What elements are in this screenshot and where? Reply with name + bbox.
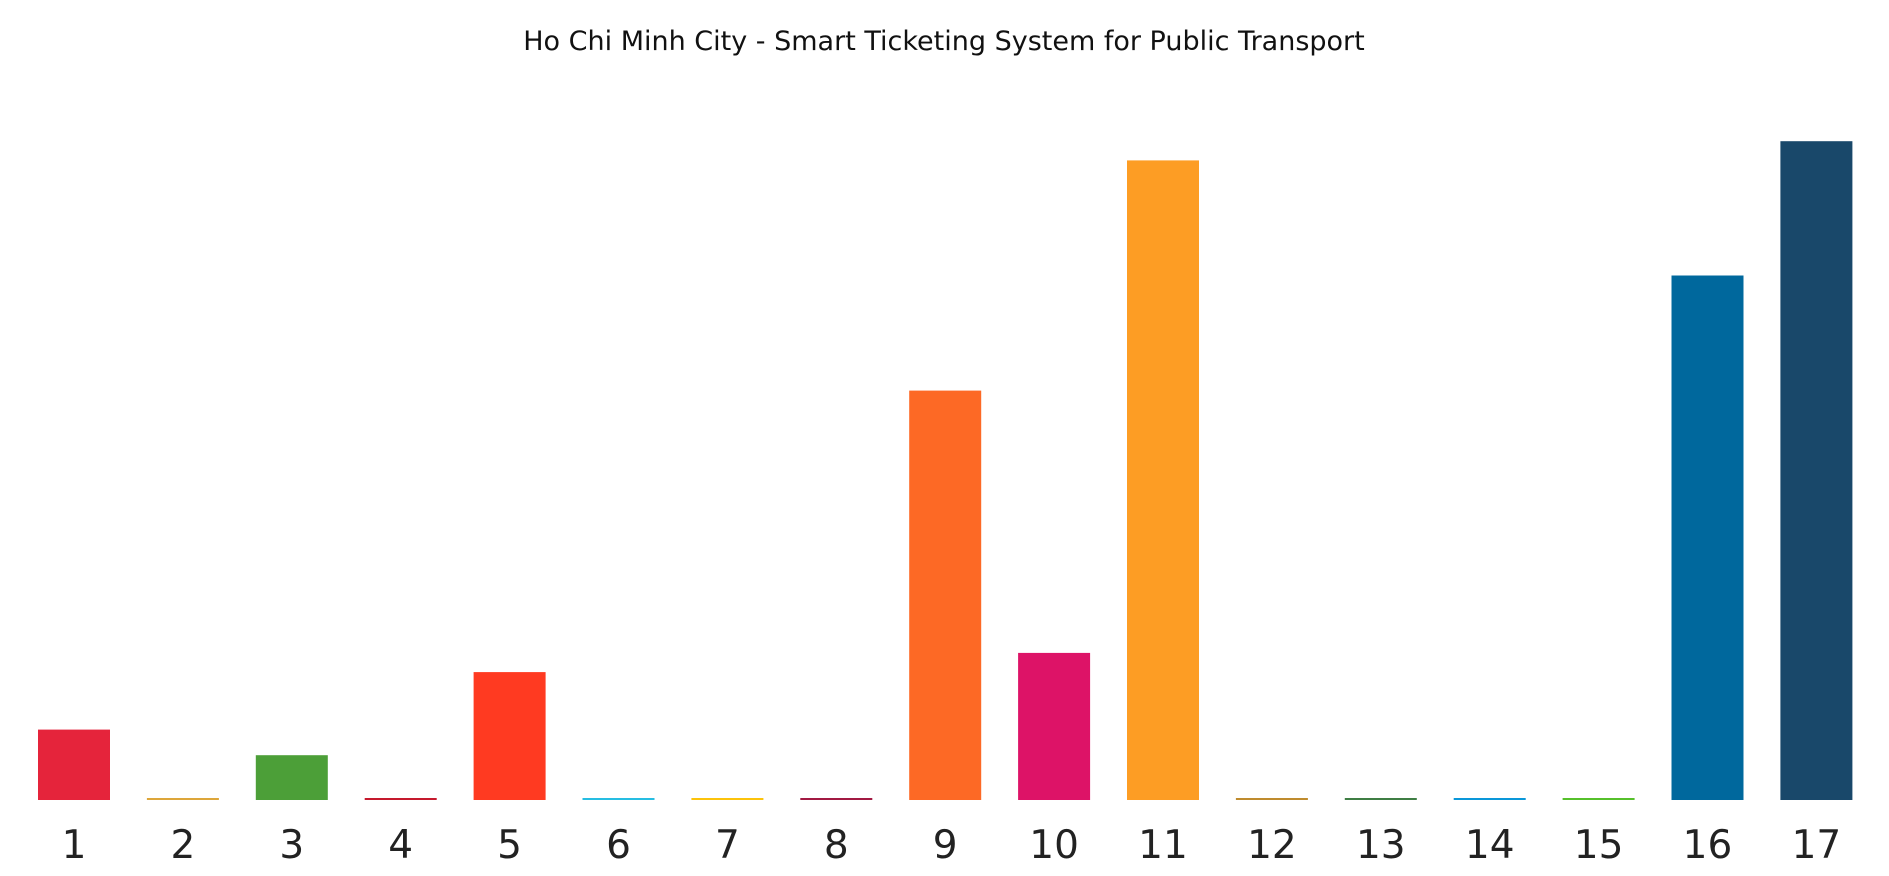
bar-16 [1671, 275, 1744, 800]
x-tick-label-17: 17 [1792, 823, 1842, 868]
x-tick-label-11: 11 [1138, 823, 1188, 868]
x-tick-label-10: 10 [1029, 823, 1079, 868]
x-tick-label-14: 14 [1465, 823, 1515, 868]
x-tick-label-16: 16 [1683, 823, 1733, 868]
bar-3 [255, 755, 328, 800]
bar-1 [38, 729, 110, 800]
bar-4 [364, 798, 437, 800]
bar-5 [473, 672, 546, 800]
bar-11 [1127, 160, 1199, 800]
x-tick-label-6: 6 [606, 823, 631, 868]
x-tick-label-4: 4 [388, 823, 413, 868]
x-tick-label-13: 13 [1356, 823, 1406, 868]
bar-9 [909, 390, 982, 800]
bar-8 [800, 798, 873, 800]
bar-6 [582, 798, 655, 800]
x-tick-label-2: 2 [170, 823, 195, 868]
x-tick-label-7: 7 [715, 823, 740, 868]
bars-group [38, 141, 1853, 800]
bar-15 [1562, 798, 1635, 800]
bar-14 [1453, 798, 1526, 800]
chart-title: Ho Chi Minh City - Smart Ticketing Syste… [523, 26, 1365, 57]
x-tick-label-1: 1 [62, 823, 87, 868]
bar-2 [146, 798, 219, 800]
x-tick-label-15: 15 [1574, 823, 1624, 868]
x-tick-label-3: 3 [279, 823, 304, 868]
bar-12 [1235, 798, 1308, 800]
x-tick-label-9: 9 [933, 823, 958, 868]
x-tick-label-12: 12 [1247, 823, 1297, 868]
x-tick-label-5: 5 [497, 823, 522, 868]
bar-13 [1344, 798, 1417, 800]
bar-10 [1018, 652, 1091, 800]
x-tick-labels: 1 2 3 4 5 6 7 8 9 10 11 12 13 14 15 16 17 [62, 823, 1842, 868]
bar-17 [1780, 141, 1853, 800]
bar-7 [691, 798, 764, 800]
x-tick-label-8: 8 [824, 823, 849, 868]
